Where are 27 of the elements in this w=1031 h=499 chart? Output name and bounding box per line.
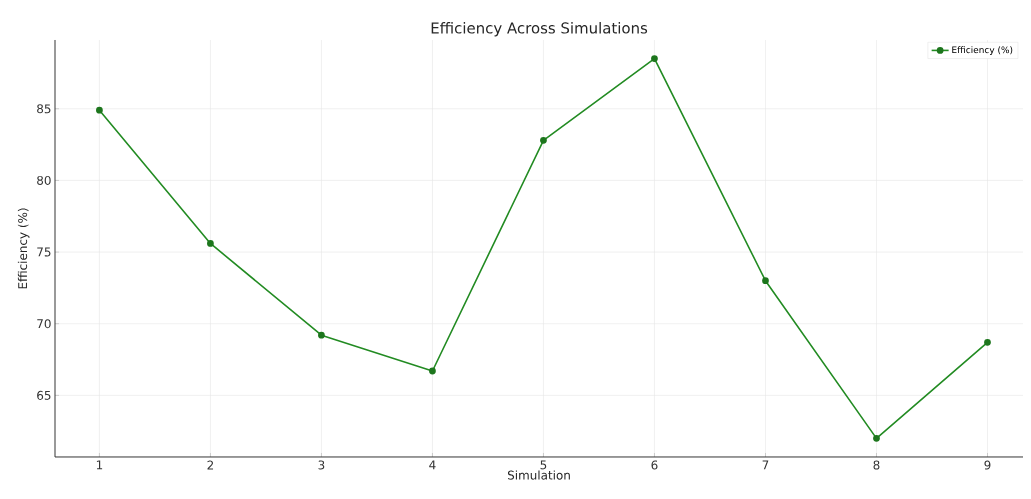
x-tick-label: 1 xyxy=(96,460,103,470)
point xyxy=(540,136,547,144)
point xyxy=(207,240,214,247)
x-tick-label: 6 xyxy=(651,460,658,470)
x-tick-label: 4 xyxy=(429,460,436,470)
point xyxy=(651,55,658,63)
y-tick-label: 75 xyxy=(37,247,51,257)
y-tick-label: 85 xyxy=(37,104,51,114)
point xyxy=(429,367,436,375)
point xyxy=(873,434,880,442)
point xyxy=(96,106,103,114)
y-axis-title: Efficiency (%) xyxy=(17,208,30,289)
x-tick-label: 8 xyxy=(873,460,880,470)
point xyxy=(984,338,991,346)
y-tick-label: 65 xyxy=(37,390,51,400)
y-tick-label: 70 xyxy=(37,319,51,329)
point xyxy=(762,277,769,285)
x-tick-label: 5 xyxy=(540,460,547,470)
legend-label: Efficiency (%) xyxy=(952,46,1013,55)
x-axis-title: Simulation xyxy=(507,470,570,480)
y-tick-label: 80 xyxy=(37,175,51,185)
chart-title: Efficiency Across Simulations xyxy=(431,22,648,37)
x-tick-label: 9 xyxy=(984,460,991,470)
x-tick-label: 2 xyxy=(207,460,214,470)
x-tick-label: 3 xyxy=(318,460,325,470)
point xyxy=(318,331,325,339)
x-tick-label: 7 xyxy=(762,460,769,470)
